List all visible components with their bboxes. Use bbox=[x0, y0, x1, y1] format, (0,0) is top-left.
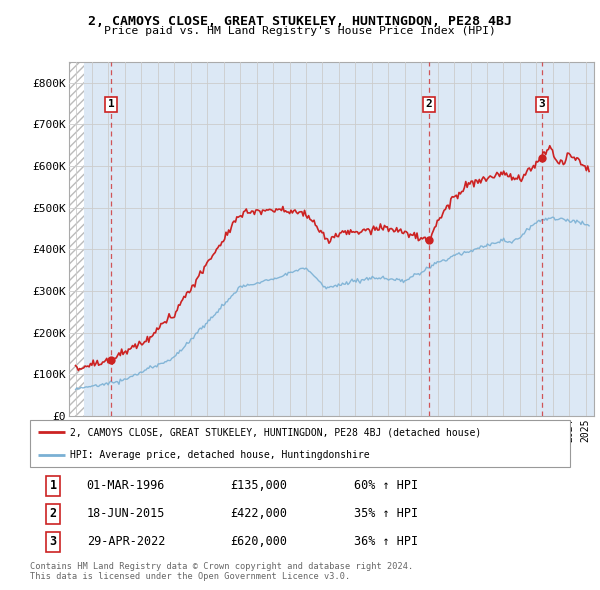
Bar bbox=[69, 62, 84, 416]
Text: Contains HM Land Registry data © Crown copyright and database right 2024.: Contains HM Land Registry data © Crown c… bbox=[30, 562, 413, 571]
Text: 35% ↑ HPI: 35% ↑ HPI bbox=[354, 507, 418, 520]
Text: 1: 1 bbox=[108, 100, 115, 109]
Text: £135,000: £135,000 bbox=[230, 480, 287, 493]
Text: Price paid vs. HM Land Registry's House Price Index (HPI): Price paid vs. HM Land Registry's House … bbox=[104, 26, 496, 36]
Text: 01-MAR-1996: 01-MAR-1996 bbox=[86, 480, 165, 493]
Text: HPI: Average price, detached house, Huntingdonshire: HPI: Average price, detached house, Hunt… bbox=[71, 450, 370, 460]
Text: 3: 3 bbox=[50, 535, 57, 548]
Text: 2: 2 bbox=[425, 100, 432, 109]
Text: £620,000: £620,000 bbox=[230, 535, 287, 548]
Text: 2, CAMOYS CLOSE, GREAT STUKELEY, HUNTINGDON, PE28 4BJ (detached house): 2, CAMOYS CLOSE, GREAT STUKELEY, HUNTING… bbox=[71, 427, 482, 437]
Text: 3: 3 bbox=[538, 100, 545, 109]
Bar bbox=[69, 62, 84, 416]
Text: 2: 2 bbox=[50, 507, 57, 520]
Text: 29-APR-2022: 29-APR-2022 bbox=[86, 535, 165, 548]
Text: This data is licensed under the Open Government Licence v3.0.: This data is licensed under the Open Gov… bbox=[30, 572, 350, 581]
Text: £422,000: £422,000 bbox=[230, 507, 287, 520]
Bar bbox=[84, 62, 594, 416]
Text: 1: 1 bbox=[50, 480, 57, 493]
Text: 18-JUN-2015: 18-JUN-2015 bbox=[86, 507, 165, 520]
Text: 36% ↑ HPI: 36% ↑ HPI bbox=[354, 535, 418, 548]
Text: 2, CAMOYS CLOSE, GREAT STUKELEY, HUNTINGDON, PE28 4BJ: 2, CAMOYS CLOSE, GREAT STUKELEY, HUNTING… bbox=[88, 15, 512, 28]
Text: 60% ↑ HPI: 60% ↑ HPI bbox=[354, 480, 418, 493]
